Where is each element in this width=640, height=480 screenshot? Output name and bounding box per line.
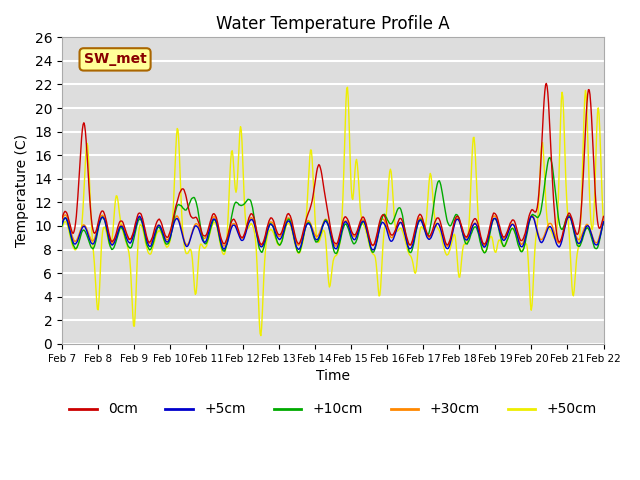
Legend: 0cm, +5cm, +10cm, +30cm, +50cm: 0cm, +5cm, +10cm, +30cm, +50cm	[63, 397, 602, 422]
X-axis label: Time: Time	[316, 369, 350, 383]
Y-axis label: Temperature (C): Temperature (C)	[15, 134, 29, 247]
Text: SW_met: SW_met	[84, 52, 147, 66]
Title: Water Temperature Profile A: Water Temperature Profile A	[216, 15, 449, 33]
